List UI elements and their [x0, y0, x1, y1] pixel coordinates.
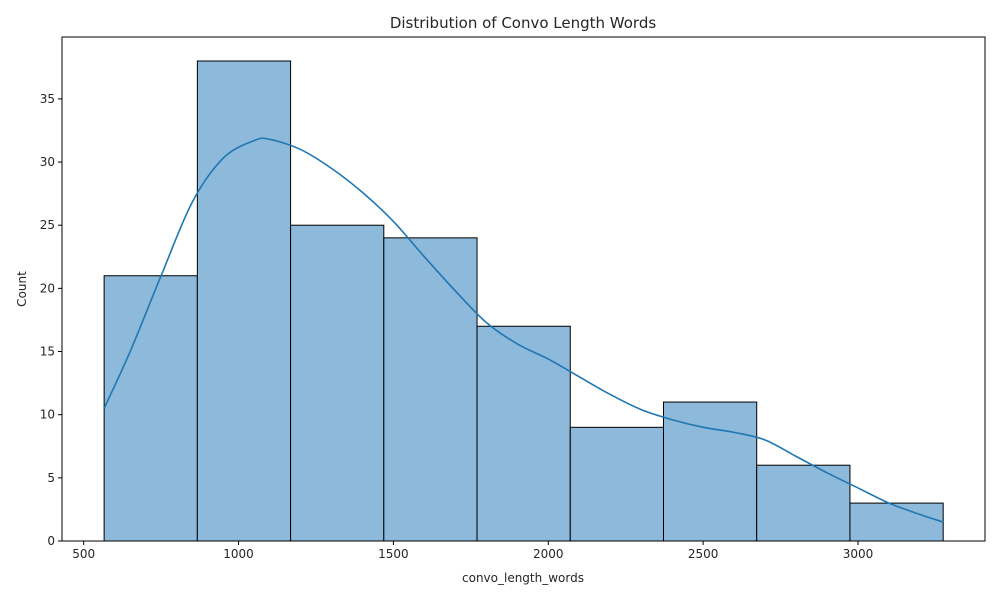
x-tick-label: 2000 [533, 547, 564, 561]
kde-curve [103, 137, 944, 523]
x-tick-label: 2500 [688, 547, 719, 561]
y-axis-ticks: 0 5 10 15 20 25 30 35 [40, 92, 62, 548]
histogram-bars [103, 60, 944, 542]
histogram-bar-3 [383, 237, 478, 542]
histogram-bar-2 [290, 224, 385, 542]
x-axis-label: convo_length_words [462, 571, 584, 585]
plot-frame [61, 36, 986, 542]
histogram-bar-1 [196, 60, 292, 542]
x-tick-label: 3000 [843, 547, 874, 561]
y-axis-label: Count [15, 271, 29, 307]
y-tick-label: 15 [40, 345, 55, 359]
x-tick-label: 1000 [223, 547, 254, 561]
histogram-bar-0 [103, 275, 198, 542]
kde-curve-group [103, 137, 944, 523]
histogram-bar-8 [849, 502, 944, 542]
y-tick-label: 0 [47, 534, 55, 548]
x-axis-ticks: 500 1000 1500 2000 2500 3000 [72, 541, 873, 561]
y-tick-label: 10 [40, 408, 55, 422]
y-tick-label: 25 [40, 218, 55, 232]
y-tick-label: 5 [47, 471, 55, 485]
y-tick-label: 20 [40, 281, 55, 295]
histogram-bar-5 [569, 426, 664, 542]
y-tick-label: 30 [40, 155, 55, 169]
y-tick-label: 35 [40, 92, 55, 106]
histogram-bar-6 [662, 401, 758, 542]
x-tick-label: 500 [72, 547, 95, 561]
chart-title: Distribution of Convo Length Words [390, 14, 657, 32]
x-tick-label: 1500 [378, 547, 409, 561]
histogram-bar-4 [476, 325, 571, 542]
histogram-bar-7 [756, 464, 851, 542]
